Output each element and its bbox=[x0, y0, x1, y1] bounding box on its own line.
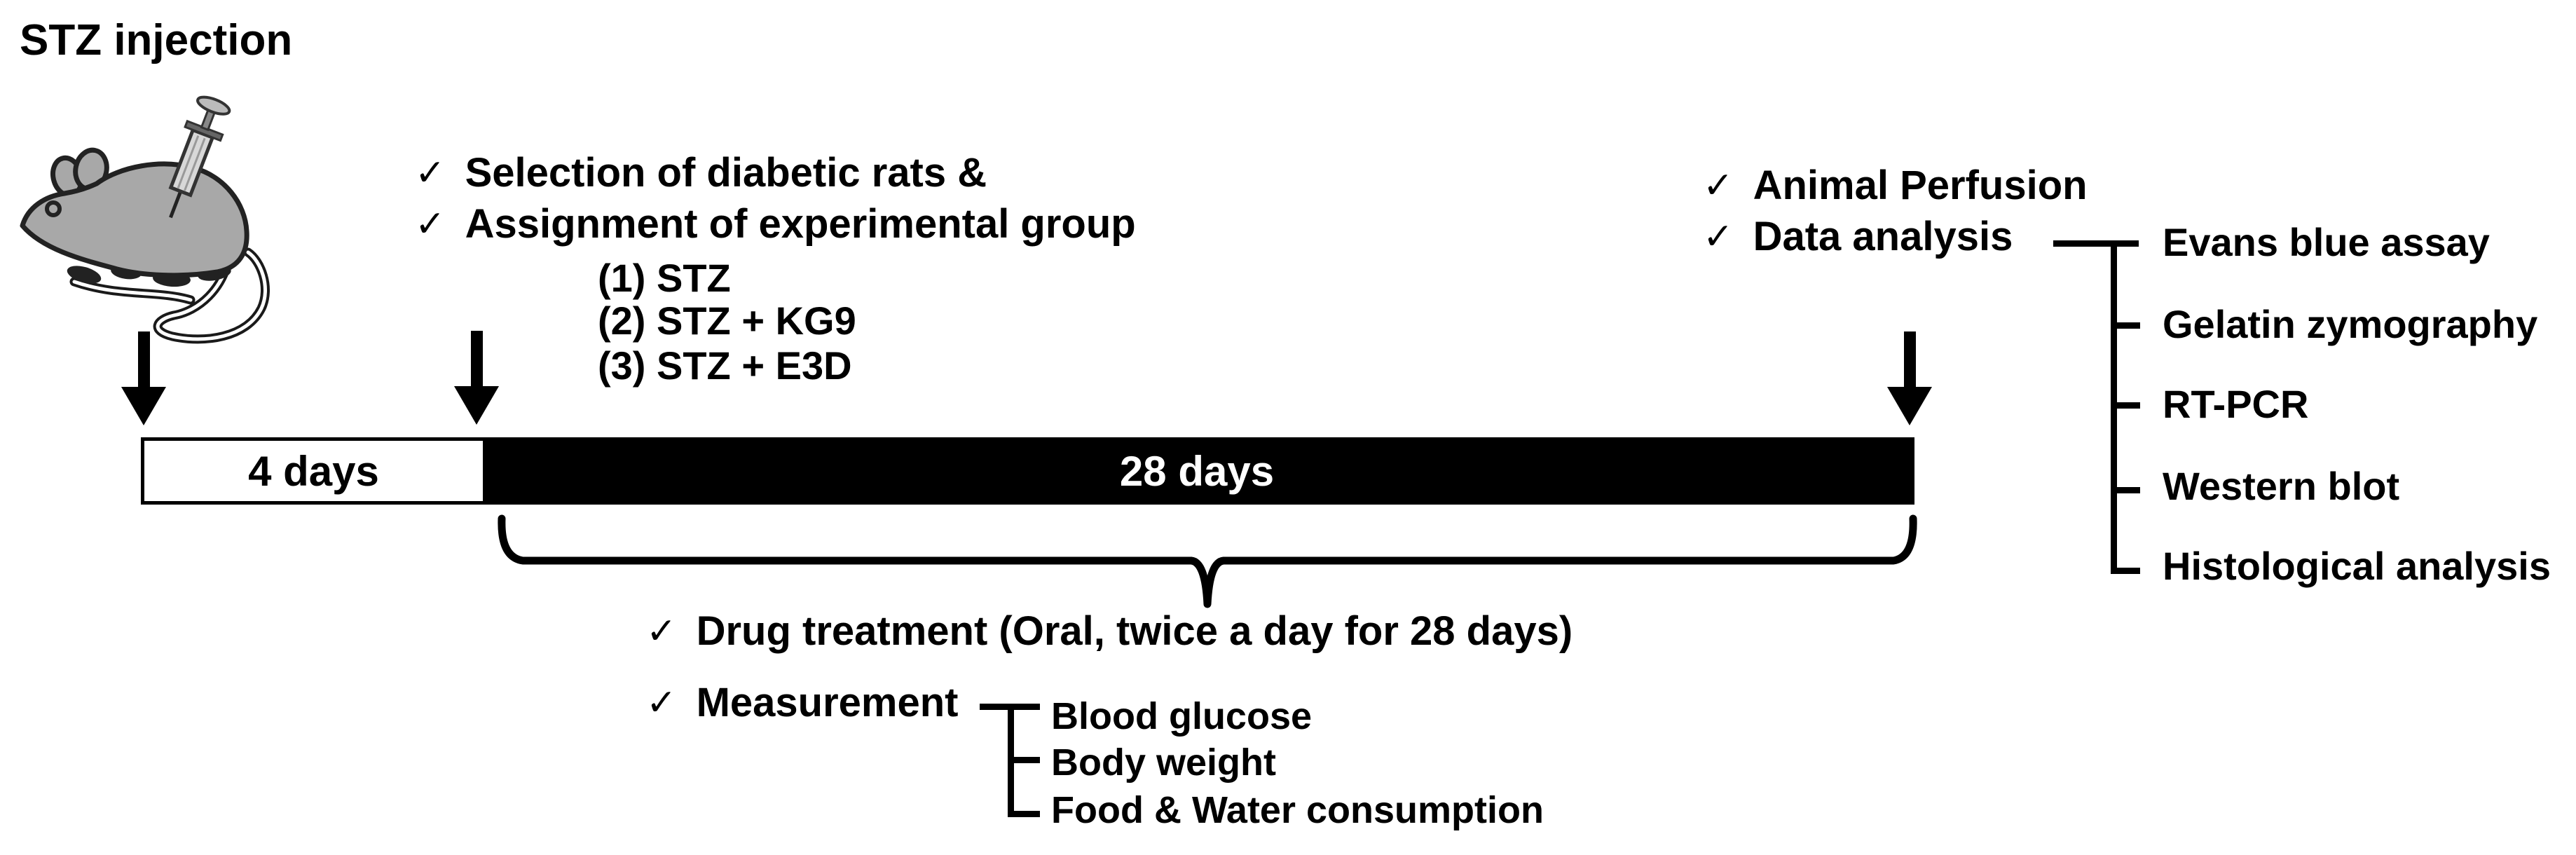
analysis-item-evans-blue: Evans blue assay bbox=[2163, 220, 2490, 264]
check-item-measurement: ✓ Measurement bbox=[646, 673, 959, 732]
arrow-stem bbox=[470, 331, 483, 386]
analysis-tick bbox=[2111, 568, 2140, 574]
analysis-item-gelatin-zymography: Gelatin zymography bbox=[2163, 302, 2538, 346]
treatment-period-brace bbox=[498, 514, 1917, 608]
check-icon: ✓ bbox=[415, 152, 446, 194]
analysis-tick bbox=[2111, 322, 2140, 329]
analysis-tick bbox=[2111, 402, 2140, 409]
measurement-item-blood-glucose: Blood glucose bbox=[1051, 695, 1313, 737]
arrow-head bbox=[454, 386, 499, 425]
check-icon: ✓ bbox=[415, 203, 446, 245]
timeline-bar: 4 days 28 days bbox=[141, 437, 1914, 505]
check-item-assignment: ✓ Assignment of experimental group bbox=[415, 195, 1136, 254]
check-icon: ✓ bbox=[1703, 216, 1734, 258]
check-item-label: Drug treatment (Oral, twice a day for 28… bbox=[696, 608, 1573, 654]
analysis-connector-line bbox=[2053, 240, 2139, 247]
timeline-phase-4days: 4 days bbox=[248, 447, 379, 495]
measurement-tick bbox=[1008, 811, 1040, 817]
group-item-1: (1) STZ bbox=[598, 256, 731, 300]
arrow-stem bbox=[137, 331, 150, 387]
analysis-item-rt-pcr: RT-PCR bbox=[2163, 382, 2309, 426]
measurement-item-food-water: Food & Water consumption bbox=[1051, 789, 1544, 831]
check-item-drug-treatment: ✓ Drug treatment (Oral, twice a day for … bbox=[646, 602, 1573, 661]
check-icon: ✓ bbox=[1703, 165, 1734, 207]
measurement-tick bbox=[1008, 757, 1040, 763]
page-title: STZ injection bbox=[20, 16, 293, 64]
arrow-stem bbox=[1903, 331, 1916, 387]
check-icon: ✓ bbox=[646, 682, 677, 724]
check-item-selection: ✓ Selection of diabetic rats & bbox=[415, 144, 987, 203]
stz-injection-arrow-icon bbox=[121, 331, 166, 425]
check-item-label: Animal Perfusion bbox=[1753, 163, 2088, 208]
check-item-label: Measurement bbox=[696, 680, 959, 725]
endpoint-arrow-icon bbox=[1887, 331, 1932, 425]
timeline-phase-28days: 28 days bbox=[483, 441, 1911, 501]
analysis-item-histological: Histological analysis bbox=[2163, 544, 2551, 588]
group-item-3: (3) STZ + E3D bbox=[598, 343, 852, 388]
measurement-item-body-weight: Body weight bbox=[1051, 741, 1276, 784]
check-icon: ✓ bbox=[646, 610, 677, 652]
check-item-label: Data analysis bbox=[1753, 214, 2013, 259]
arrow-head bbox=[121, 387, 166, 425]
rat-with-syringe-icon bbox=[20, 95, 270, 344]
group-assignment-arrow-icon bbox=[454, 331, 499, 425]
check-item-perfusion: ✓ Animal Perfusion bbox=[1703, 156, 2088, 215]
check-item-label: Assignment of experimental group bbox=[465, 201, 1136, 247]
check-item-label: Selection of diabetic rats & bbox=[465, 150, 987, 196]
analysis-item-western-blot: Western blot bbox=[2163, 464, 2400, 508]
group-item-2: (2) STZ + KG9 bbox=[598, 299, 856, 343]
check-item-data-analysis: ✓ Data analysis bbox=[1703, 207, 2013, 266]
arrow-head bbox=[1887, 387, 1932, 425]
analysis-tick bbox=[2111, 487, 2140, 493]
